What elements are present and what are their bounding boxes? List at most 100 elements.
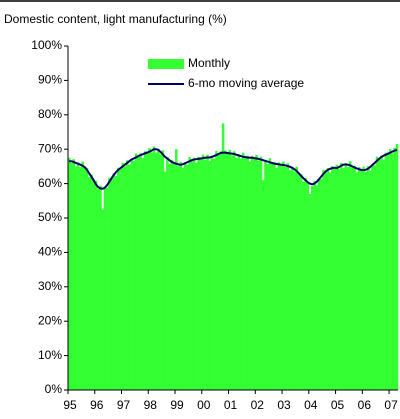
bar [230,155,234,390]
bar [163,171,167,390]
bar [241,152,245,390]
bar [351,167,354,390]
bar [360,170,363,390]
bar [319,179,323,390]
bar [353,165,356,390]
bar [154,152,158,390]
y-tick-label: 40% [38,245,62,259]
bar [204,159,207,390]
bar [382,159,385,390]
bar [275,167,278,390]
y-tick-label: 80% [38,107,62,121]
bar [201,154,205,390]
bar [224,150,227,390]
bar [139,153,142,390]
bar [85,168,89,390]
x-tick-label: 95 [63,398,77,412]
bar [88,177,91,390]
bar [377,159,381,390]
bar [90,174,93,390]
bar [299,173,303,390]
bar [177,166,180,390]
bar [101,209,104,390]
bar [337,168,341,390]
y-tick-label: 20% [38,313,62,327]
bar [217,155,220,390]
bar [114,176,118,390]
bar [110,179,113,390]
bar [99,185,102,390]
bar [181,167,185,390]
x-tick-label: 96 [90,398,104,412]
bar [384,152,388,390]
bar [161,150,165,390]
bar [81,161,84,390]
bar [342,168,345,390]
bar [386,154,390,390]
bar [148,148,151,390]
x-tick-label: 00 [197,398,211,412]
bar [284,167,287,390]
bar [277,162,281,390]
y-tick-label: 30% [38,279,62,293]
bar [141,158,145,390]
bar [313,180,316,390]
bar [279,165,283,390]
bar [324,172,327,390]
legend-swatch [148,59,184,69]
bar [257,160,261,390]
bar [152,146,156,390]
bar [326,168,330,390]
bar [261,180,265,390]
bar [137,157,140,390]
bar [96,188,100,390]
bar [166,156,169,390]
bar [235,158,238,390]
bar [255,155,258,390]
bar [170,159,174,390]
bar [391,153,394,390]
bar [112,173,116,390]
bar [130,158,133,390]
bar [70,162,73,390]
bar [215,150,218,390]
bar [117,167,120,390]
bar [268,158,272,390]
bar [311,186,314,390]
bar [304,178,307,390]
bar [76,162,80,390]
bar [250,155,254,390]
bar [344,163,348,390]
x-tick-label: 06 [358,398,372,412]
bar [150,152,154,390]
bar [393,147,397,390]
bar [306,182,310,390]
bar [266,163,269,390]
bar [273,161,276,390]
bar [128,164,131,390]
bar [221,123,225,391]
y-tick-label: 100% [31,38,62,52]
bar [79,167,82,390]
bar [226,153,229,390]
bar [295,166,298,390]
bar [286,163,290,390]
bar [197,156,200,390]
bar [253,158,256,390]
bar [233,151,236,390]
bar [259,156,263,390]
bar [125,160,129,390]
bar [308,193,312,390]
x-tick-label: 07 [384,398,398,412]
bar [186,164,189,390]
bar [92,180,96,390]
bar [239,158,243,390]
bar [293,171,296,390]
bar [302,181,305,390]
bar [380,155,383,390]
x-tick-label: 97 [117,398,131,412]
bar [375,156,379,390]
bar [94,180,98,390]
bar [322,169,325,390]
